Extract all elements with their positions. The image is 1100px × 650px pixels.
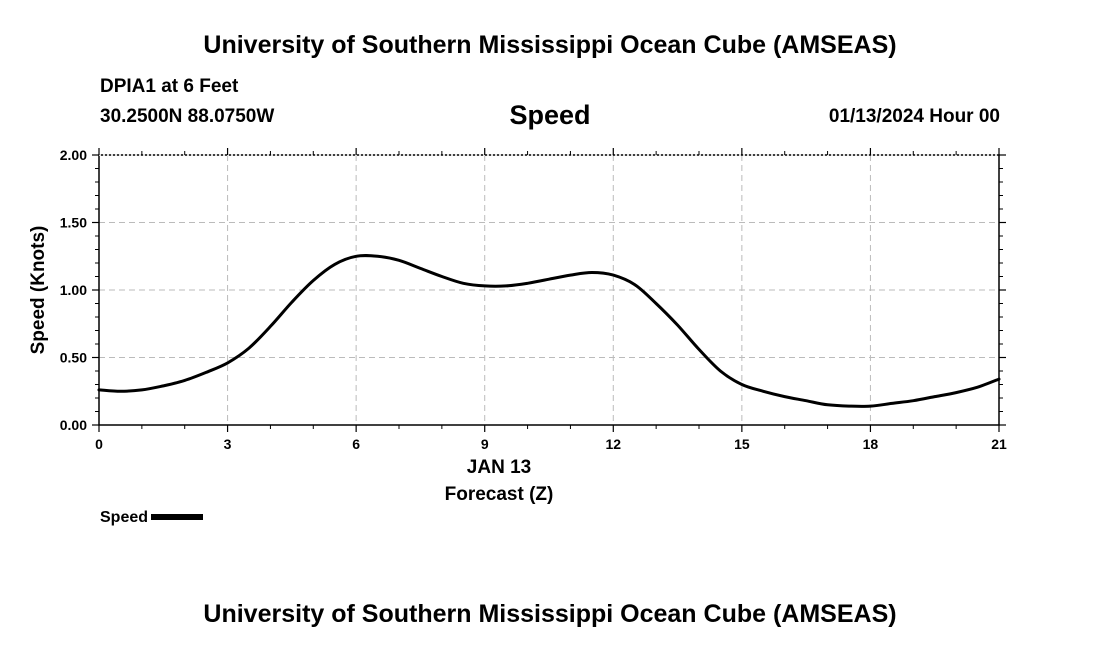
x-axis-label: Forecast (Z) [445, 484, 554, 505]
grid-lines [99, 155, 999, 425]
x-axis-date-label: JAN 13 [467, 457, 531, 478]
legend: Speed [100, 509, 203, 527]
x-tick-label: 21 [991, 436, 1007, 452]
x-tick-label: 6 [352, 436, 360, 452]
legend-label: Speed [100, 509, 148, 526]
x-tick-label: 3 [224, 436, 232, 452]
x-tick-label: 0 [95, 436, 103, 452]
y-tick-label: 1.00 [60, 282, 87, 298]
x-tick-label: 18 [863, 436, 879, 452]
series-layer [99, 255, 999, 406]
legend-line-swatch [151, 514, 203, 520]
speed-chart: 0 3 6 9 12 15 18 210.000.501.001.502.00 JAN 13 … [0, 0, 1100, 650]
y-tick-label: 1.50 [60, 215, 87, 231]
x-tick-label: 15 [734, 436, 750, 452]
x-tick-label: 9 [481, 436, 489, 452]
speed-series-line [99, 255, 999, 406]
y-tick-label: 0.50 [60, 350, 87, 366]
x-tick-label: 12 [605, 436, 621, 452]
footer-title: University of Southern Mississippi Ocean… [0, 600, 1100, 629]
y-axis-label: Speed (Knots) [28, 226, 49, 355]
y-tick-label: 0.00 [60, 417, 87, 433]
y-tick-label: 2.00 [60, 147, 87, 163]
